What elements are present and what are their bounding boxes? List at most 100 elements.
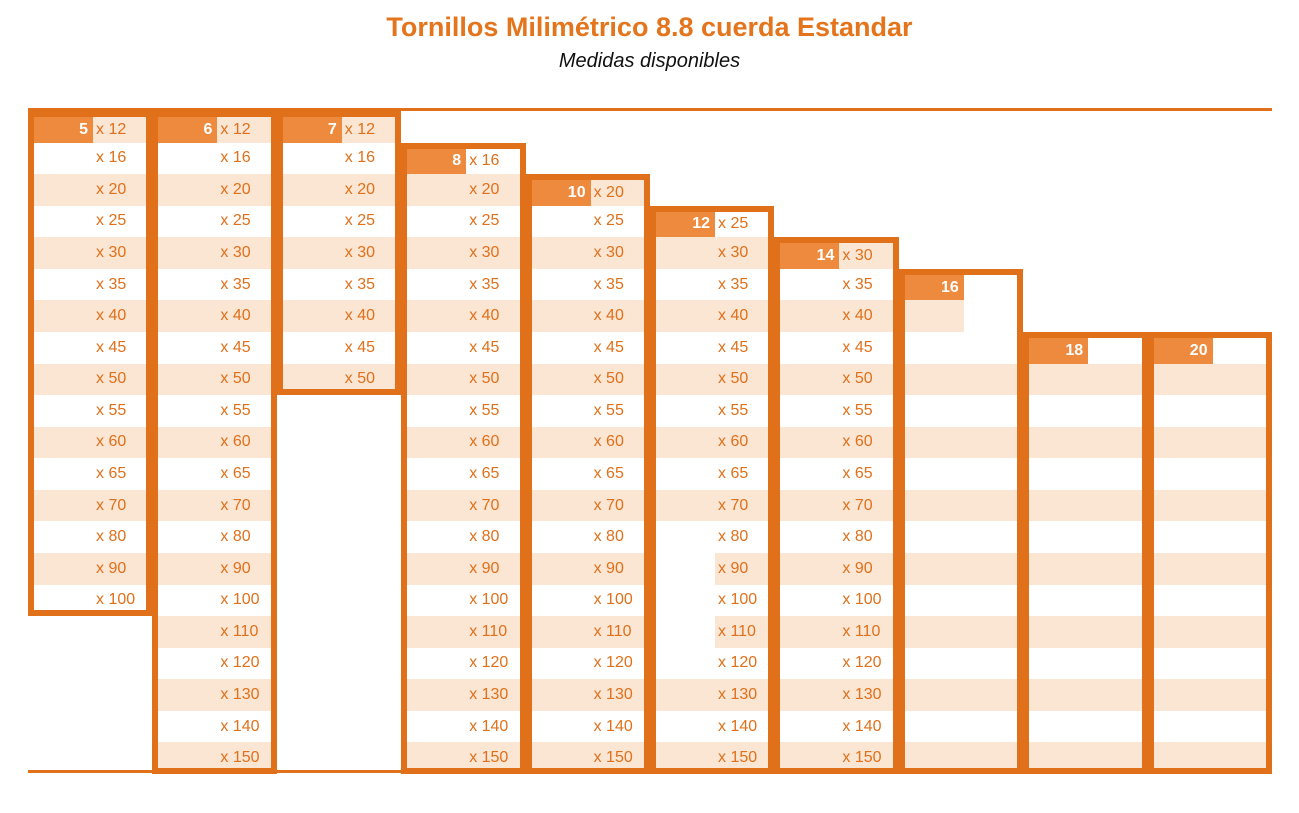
- size-cell: x 45: [96, 338, 127, 356]
- row-x25: x 25: [158, 206, 270, 238]
- row-x120: x 120: [656, 648, 768, 680]
- row-x150: x 150: [656, 742, 769, 768]
- row-x50: x 50: [780, 363, 893, 396]
- row-x35: 16: [904, 274, 1017, 301]
- row-x80: x 80: [407, 521, 519, 553]
- size-cell: x 140: [718, 717, 758, 735]
- column-box-18: 18: [1023, 332, 1148, 774]
- row-x70: x 70: [780, 489, 893, 522]
- row-x100: [1154, 585, 1266, 617]
- size-cell: x 80: [469, 528, 500, 546]
- size-cell: x 80: [842, 528, 873, 546]
- row-x65: x 65: [656, 458, 768, 490]
- row-x150: x 150: [780, 742, 893, 768]
- row-x80: x 80: [780, 521, 892, 553]
- first-size-cell: [964, 275, 1017, 301]
- size-cell: x 25: [96, 212, 127, 230]
- column-box-16: 16: [898, 268, 1024, 774]
- size-cell: x 80: [593, 528, 624, 546]
- diameter-header-16: 16: [904, 274, 964, 301]
- size-cell: x 50: [718, 370, 749, 388]
- row-x45: 20: [1153, 338, 1266, 364]
- size-cell: x 25: [593, 212, 624, 230]
- size-cell: x 120: [593, 654, 633, 672]
- size-cell: x 40: [593, 307, 624, 325]
- row-x120: x 120: [407, 648, 519, 680]
- size-cell: x 45: [469, 338, 500, 356]
- size-cell: x 55: [842, 401, 873, 419]
- row-x90: x 90: [656, 552, 769, 585]
- row-x30: 14 x 30: [780, 243, 893, 269]
- row-x150: x 150: [531, 742, 644, 768]
- row-x120: [1154, 648, 1266, 680]
- size-cell: x 100: [718, 591, 758, 609]
- size-cell: x 50: [96, 370, 127, 388]
- size-cell: x 110: [220, 622, 259, 640]
- row-x55: x 55: [407, 395, 519, 427]
- row-x65: x 65: [780, 458, 892, 490]
- size-cell: x 16: [344, 149, 376, 167]
- size-cell: x 120: [469, 654, 509, 672]
- row-x110: [904, 616, 1018, 648]
- chart-title: Tornillos Milimétrico 8.8 cuerda Estanda…: [386, 12, 913, 42]
- row-x35: x 35: [407, 269, 519, 301]
- row-x80: [1029, 521, 1141, 553]
- size-cell: x 70: [220, 496, 251, 514]
- size-cell: x 130: [718, 686, 758, 704]
- size-cell: x 45: [344, 338, 376, 356]
- size-cell: x 16: [220, 149, 251, 167]
- size-cell: x 50: [344, 370, 376, 388]
- size-cell: x 150: [593, 749, 633, 767]
- row-x16: x 16: [283, 143, 395, 175]
- size-cell: x 50: [842, 370, 873, 388]
- row-x100: x 100: [34, 585, 146, 611]
- size-cell: x 150: [469, 749, 509, 767]
- row-x35: x 35: [656, 269, 768, 301]
- row-x60: x 60: [158, 426, 271, 459]
- row-x50: x 50: [531, 363, 644, 396]
- diameter-header-7: 7: [282, 117, 342, 143]
- first-size-cell: x 12: [93, 117, 147, 143]
- row-x55: x 55: [34, 395, 146, 427]
- row-x100: x 100: [407, 585, 519, 617]
- row-x90: x 90: [407, 552, 520, 585]
- row-x55: x 55: [780, 395, 892, 427]
- row-x90: x 90: [531, 552, 644, 585]
- size-cell: x 65: [718, 465, 749, 483]
- size-cell: x 60: [220, 433, 251, 451]
- row-x140: x 140: [158, 711, 270, 743]
- diameter-header-14: 14: [780, 243, 840, 269]
- size-cell: x 30: [593, 244, 624, 262]
- row-x50: [1153, 363, 1266, 396]
- row-x80: x 80: [34, 521, 146, 553]
- size-cell: x 90: [96, 559, 127, 577]
- row-x35: x 35: [532, 269, 644, 301]
- row-x65: x 65: [407, 458, 519, 490]
- size-cell: x 30: [718, 244, 749, 262]
- chart-subtitle: Medidas disponibles: [558, 50, 741, 72]
- size-cell: x 30: [469, 244, 500, 262]
- size-cell: x 25: [344, 212, 376, 230]
- row-x35: x 35: [158, 269, 270, 301]
- row-x16: x 16: [158, 143, 270, 175]
- row-x130: x 130: [656, 679, 769, 711]
- row-x70: x 70: [407, 489, 520, 522]
- size-cell: x 80: [220, 528, 251, 546]
- size-cell: x 140: [593, 717, 633, 735]
- diameter-header-8: 8: [407, 148, 467, 175]
- size-cell: x 60: [593, 433, 624, 451]
- column-box-20: 20: [1147, 332, 1272, 774]
- size-cell: x 35: [718, 275, 749, 293]
- size-cell: x 130: [469, 686, 509, 704]
- size-cell: x 90: [718, 559, 749, 577]
- row-x90: [904, 552, 1018, 585]
- row-x70: [1029, 489, 1142, 522]
- diameter-header-6: 6: [158, 117, 218, 143]
- row-x65: [1154, 458, 1266, 490]
- size-cell: x 70: [718, 496, 749, 514]
